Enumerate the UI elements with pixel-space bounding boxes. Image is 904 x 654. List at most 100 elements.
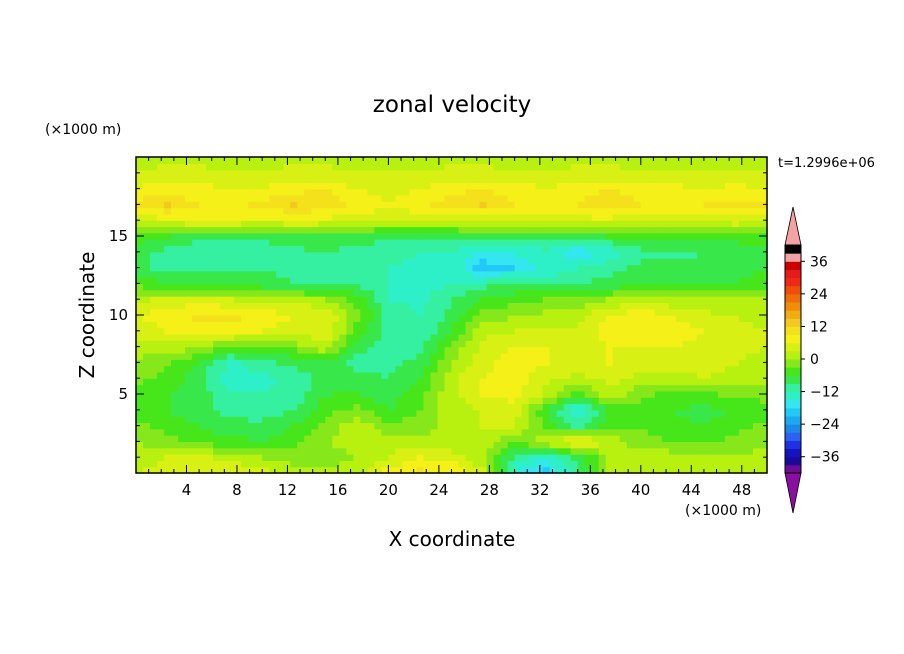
field-cell xyxy=(549,226,558,234)
field-cell xyxy=(542,207,551,215)
field-cell xyxy=(332,378,340,386)
field-cell xyxy=(605,441,614,449)
field-cell xyxy=(577,447,586,455)
field-cell xyxy=(150,175,158,183)
field-cell xyxy=(472,207,481,215)
field-cell xyxy=(381,169,389,177)
field-cell xyxy=(283,397,291,405)
field-cell xyxy=(738,441,747,449)
field-cell xyxy=(549,220,558,228)
field-cell xyxy=(689,175,698,183)
field-cell xyxy=(731,460,740,468)
field-cell xyxy=(178,194,186,202)
field-cell xyxy=(752,232,761,240)
field-cell xyxy=(283,213,291,221)
field-cell xyxy=(248,188,256,196)
field-cell xyxy=(612,384,621,392)
field-cell xyxy=(290,315,298,322)
field-cell xyxy=(262,428,270,436)
field-cell xyxy=(185,371,193,379)
field-cell xyxy=(360,264,368,272)
field-cell xyxy=(640,264,649,272)
field-cell xyxy=(283,207,291,215)
field-cell xyxy=(318,232,326,240)
field-cell xyxy=(213,194,221,202)
field-cell xyxy=(360,352,368,360)
field-cell xyxy=(612,315,621,322)
field-cell xyxy=(577,321,586,329)
field-cell xyxy=(759,409,768,417)
field-cell xyxy=(409,321,418,329)
colorbar-swatch xyxy=(785,383,801,393)
field-cell xyxy=(745,232,754,240)
field-cell xyxy=(178,384,186,392)
field-cell xyxy=(269,447,277,455)
field-cell xyxy=(465,371,474,379)
field-cell xyxy=(206,289,214,297)
field-cell xyxy=(584,378,593,386)
field-cell xyxy=(696,390,705,398)
field-cell xyxy=(332,435,340,442)
field-cell xyxy=(647,315,656,322)
field-cell xyxy=(297,390,305,398)
field-cell xyxy=(416,397,425,405)
field-cell xyxy=(577,371,586,379)
field-cell xyxy=(367,308,375,316)
field-cell xyxy=(458,264,467,272)
field-cell xyxy=(570,384,579,392)
field-cell xyxy=(577,207,586,215)
field-cell xyxy=(584,220,593,228)
field-cell xyxy=(717,232,726,240)
field-cell xyxy=(304,226,312,234)
field-cell xyxy=(332,422,340,430)
field-cell xyxy=(731,283,740,291)
field-cell xyxy=(465,359,474,367)
field-cell xyxy=(717,390,726,398)
field-cell xyxy=(360,182,368,190)
field-cell xyxy=(255,245,263,253)
field-cell xyxy=(752,359,761,367)
field-cell xyxy=(290,163,298,171)
field-cell xyxy=(493,270,502,278)
field-cell xyxy=(640,188,649,196)
field-cell xyxy=(206,384,214,392)
field-cell xyxy=(654,390,663,398)
field-cell xyxy=(752,321,761,329)
field-cell xyxy=(353,327,361,335)
field-cell xyxy=(171,352,179,360)
field-cell xyxy=(759,157,768,164)
field-cell xyxy=(542,264,551,272)
field-cell xyxy=(157,403,165,411)
field-cell xyxy=(220,435,228,442)
field-cell xyxy=(661,346,670,354)
field-cell xyxy=(626,302,635,310)
field-cell xyxy=(248,428,256,436)
field-cell xyxy=(248,378,256,386)
field-cell xyxy=(297,321,305,329)
field-cell xyxy=(577,169,586,177)
field-cell xyxy=(500,441,509,449)
field-cell xyxy=(479,264,488,272)
field-cell xyxy=(759,194,768,202)
field-cell xyxy=(675,460,684,468)
field-cell xyxy=(325,390,333,398)
field-cell xyxy=(451,422,460,430)
field-cell xyxy=(283,454,291,461)
field-cell xyxy=(521,270,530,278)
field-cell xyxy=(437,435,446,442)
field-cell xyxy=(605,251,614,259)
field-cell xyxy=(696,296,705,303)
field-cell xyxy=(486,447,495,455)
field-cell xyxy=(605,163,614,171)
field-cell xyxy=(598,390,607,398)
field-cell xyxy=(353,296,361,303)
field-cell xyxy=(682,239,691,247)
field-cell xyxy=(514,359,523,367)
field-cell xyxy=(297,371,305,379)
field-cell xyxy=(234,321,242,329)
field-cell xyxy=(360,163,368,171)
field-cell xyxy=(703,289,712,297)
field-cell xyxy=(661,359,670,367)
field-cell xyxy=(402,447,411,455)
field-cell xyxy=(486,201,495,209)
